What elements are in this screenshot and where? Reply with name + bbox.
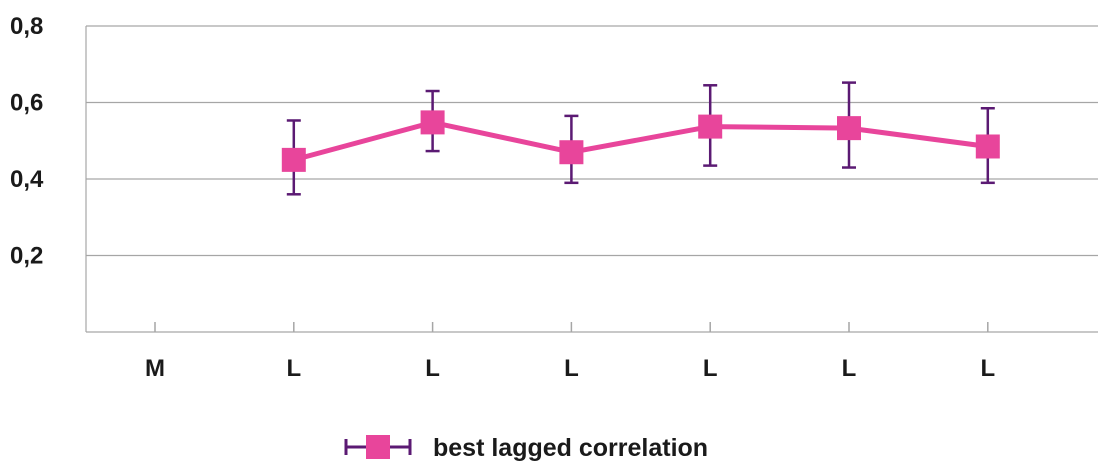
data-point-marker — [837, 116, 861, 141]
y-tick-label: 0,6 — [10, 90, 43, 117]
x-tick-label: L — [564, 355, 579, 382]
data-point-marker — [975, 134, 1000, 159]
x-tick-label: L — [286, 355, 301, 382]
axes — [85, 26, 1098, 333]
x-tick-label: L — [980, 355, 995, 382]
y-tick-label: 0,2 — [10, 243, 43, 270]
x-tick-label: L — [425, 355, 440, 382]
y-tick-label: 0,4 — [10, 166, 44, 193]
legend-label: best lagged correlation — [433, 434, 708, 462]
legend-marker-icon — [344, 435, 412, 459]
y-tick-label: 0,8 — [10, 13, 43, 40]
gridlines — [86, 25, 1098, 257]
x-tick-label: L — [842, 355, 857, 382]
data-point-marker — [281, 147, 306, 172]
x-tick-label: L — [703, 355, 718, 382]
data-point-marker — [559, 140, 584, 165]
x-tick-label: M — [145, 355, 165, 382]
y-axis-tick-labels: 0,2 0,4 0,6 0,8 — [10, 13, 44, 270]
data-point-marker — [698, 114, 723, 139]
data-point-marker — [420, 110, 445, 135]
series-line — [293, 119, 989, 163]
legend: best lagged correlation — [344, 434, 708, 462]
series-best-lagged-correlation — [281, 81, 1000, 196]
